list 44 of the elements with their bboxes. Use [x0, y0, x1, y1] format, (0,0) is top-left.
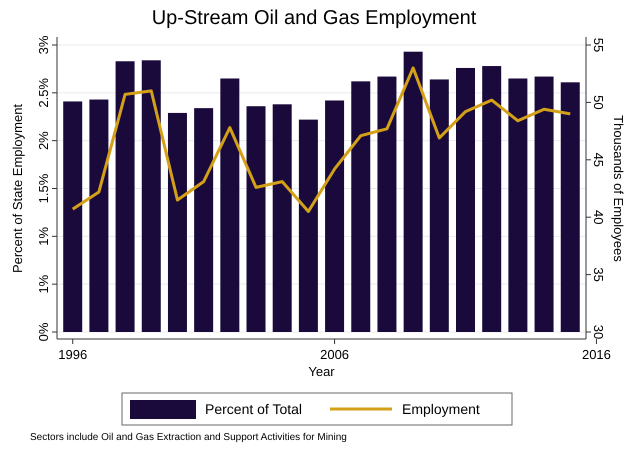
bar [456, 68, 476, 332]
bar [246, 106, 266, 332]
chart-title: Up-Stream Oil and Gas Employment [152, 7, 477, 29]
line-series [71, 66, 572, 213]
bar [482, 66, 502, 332]
bar [404, 52, 423, 332]
y2-tick-label: 45 [591, 152, 606, 168]
bar [560, 82, 580, 332]
bar [534, 76, 554, 332]
bar [168, 112, 187, 332]
bar [194, 108, 214, 332]
bar [116, 61, 135, 332]
y-tick-label: 1% [36, 226, 51, 246]
bar [142, 60, 161, 332]
y-tick-label: 3% [36, 35, 51, 54]
y-tick-label: 1% [36, 274, 51, 294]
bar [351, 81, 370, 332]
bar [220, 78, 240, 332]
legend-label: Percent of Total [205, 401, 302, 417]
y2-tick-label: 40 [591, 210, 606, 224]
y-axis-title: Percent of State Employment [10, 104, 25, 274]
y2-axis-title: Thousands of Employees [611, 115, 626, 262]
bar [430, 79, 449, 332]
x-tick-label: 2016 [582, 347, 611, 362]
y-tick-label: 2.5% [36, 78, 51, 108]
y2-tick-label: 35 [591, 267, 606, 282]
bar [325, 100, 344, 332]
y-tick-label: 0% [36, 322, 51, 342]
y-tick-label: 1.5% [36, 173, 51, 204]
x-tick-label: 1996 [58, 347, 88, 362]
x-tick-label: 2006 [320, 347, 350, 362]
y2-tick-label: 30 [591, 324, 606, 340]
bar [272, 104, 292, 332]
x-axis-title: Year [308, 364, 336, 379]
y-tick-label: 2% [36, 130, 51, 150]
bar [63, 101, 82, 332]
text: Sectors include Oil and Gas Extraction and Support Activities for Mining [30, 432, 347, 443]
y2-tick-label: 55 [591, 38, 606, 52]
y2-tick-label: 50 [591, 95, 606, 110]
bar [89, 100, 108, 332]
legend-label: Employment [402, 401, 480, 417]
bar [377, 76, 396, 332]
bar [298, 120, 318, 332]
bar [508, 78, 528, 332]
